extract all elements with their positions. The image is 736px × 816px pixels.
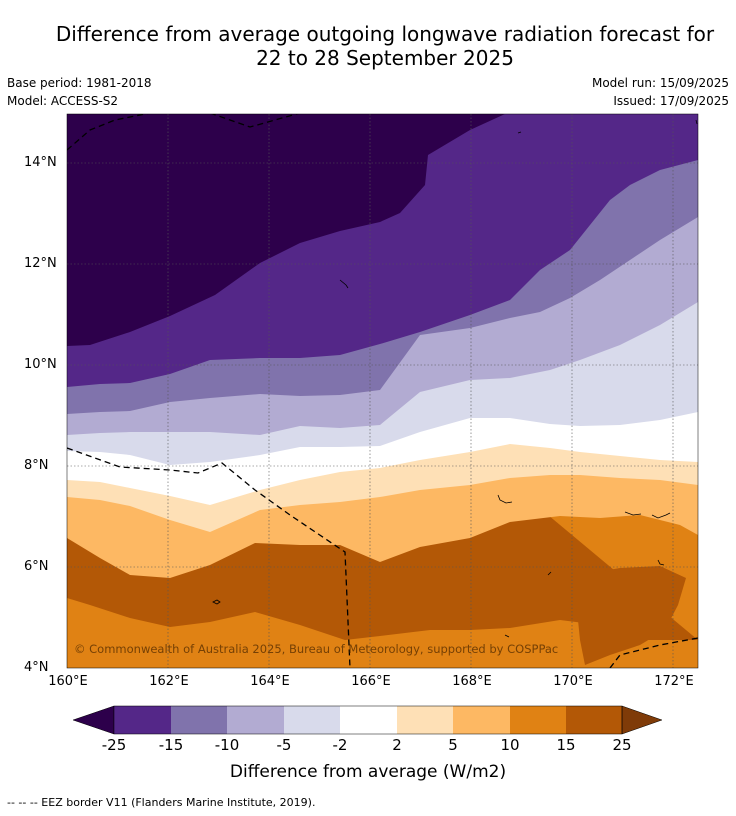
colorbar-tick: 5 [448, 736, 458, 754]
map-frame [66, 113, 699, 669]
colorbar-tick: -25 [101, 736, 127, 754]
lon-label-170e: 170°E [553, 674, 593, 689]
title-line-1: Difference from average outgoing longwav… [55, 22, 715, 46]
colorbar-swatch [453, 706, 510, 734]
colorbar-tick: -15 [158, 736, 184, 754]
title-line-2: 22 to 28 September 2025 [256, 46, 514, 70]
base-period: Base period: 1981-2018 [7, 76, 152, 90]
islands [212, 119, 698, 638]
colorbar-swatch [566, 706, 622, 734]
band-above-25 [576, 566, 686, 665]
lon-label-162e: 162°E [149, 674, 189, 689]
lat-label-10n: 10°N [24, 357, 57, 372]
copyright-notice: © Commonwealth of Australia 2025, Bureau… [74, 642, 558, 656]
map-title: Difference from average outgoing longwav… [40, 22, 730, 70]
lon-label-172e: 172°E [654, 674, 694, 689]
lon-label-166e: 166°E [351, 674, 391, 689]
lat-label-8n: 8°N [24, 458, 49, 473]
colorbar-swatch [171, 706, 227, 734]
lon-label-160e: 160°E [48, 674, 88, 689]
colorbar-frame [113, 705, 623, 735]
lat-label-14n: 14°N [24, 155, 57, 170]
colorbar-tick: 15 [556, 736, 576, 754]
colorbar-tick: -10 [214, 736, 240, 754]
lat-label-6n: 6°N [24, 559, 49, 574]
lon-label-168e: 168°E [452, 674, 492, 689]
model-name: Model: ACCESS-S2 [7, 94, 119, 108]
eez-legend-footer: -- -- -- EEZ border V11 (Flanders Marine… [7, 796, 316, 809]
colorbar-swatch [397, 706, 453, 734]
lat-label-12n: 12°N [24, 256, 57, 271]
lat-label-4n: 4°N [24, 660, 49, 675]
issued-date: Issued: 17/09/2025 [613, 94, 729, 108]
colorbar-low-arrow [72, 705, 115, 735]
colorbar-tick: 2 [392, 736, 402, 754]
colorbar-tick: -2 [332, 736, 348, 754]
colorbar-title: Difference from average (W/m2) [229, 762, 507, 782]
eez-border [67, 114, 698, 668]
graticule [67, 114, 698, 668]
colorbar-swatch [227, 706, 284, 734]
colorbar-swatch [510, 706, 566, 734]
meta-left: Base period: 1981-2018 Model: ACCESS-S2 [7, 74, 152, 110]
colorbar-swatch [340, 706, 397, 734]
model-run: Model run: 15/09/2025 [591, 76, 729, 90]
meta-right: Model run: 15/09/2025 Issued: 17/09/2025 [592, 74, 729, 110]
map-area: © Commonwealth of Australia 2025, Bureau… [67, 114, 698, 668]
colorbar-swatch [114, 706, 171, 734]
colorbar-tick: 25 [612, 736, 632, 754]
colorbar [72, 705, 663, 735]
lon-label-164e: 164°E [250, 674, 290, 689]
colorbar-tick: 10 [500, 736, 520, 754]
colorbar-swatch [284, 706, 340, 734]
colorbar-high-arrow [621, 705, 663, 735]
band-below-neg25 [67, 114, 505, 346]
colorbar-tick: -5 [276, 736, 292, 754]
